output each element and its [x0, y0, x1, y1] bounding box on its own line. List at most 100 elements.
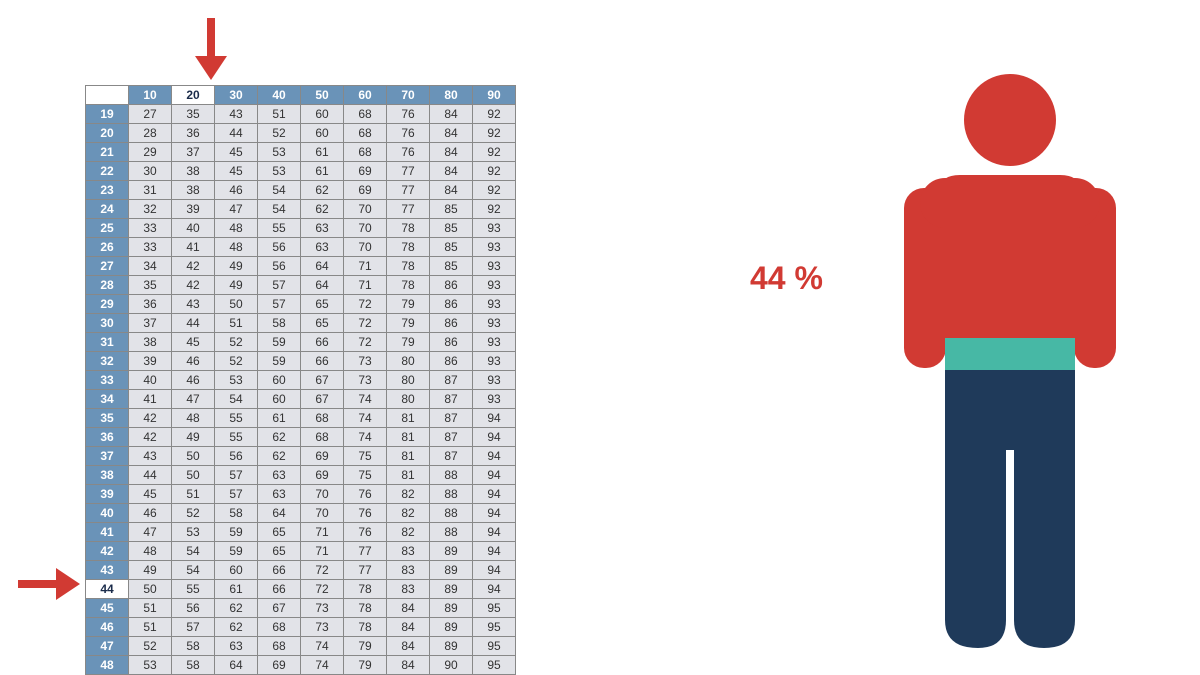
table-cell: 32: [129, 200, 172, 219]
table-cell: 77: [344, 542, 387, 561]
table-cell: 63: [258, 466, 301, 485]
table-cell: 72: [344, 295, 387, 314]
table-cell: 52: [129, 637, 172, 656]
table-cell: 78: [387, 238, 430, 257]
table-cell: 59: [215, 523, 258, 542]
table-cell: 70: [301, 504, 344, 523]
table-cell: 70: [301, 485, 344, 504]
table-cell: 67: [301, 371, 344, 390]
table-cell: 65: [258, 523, 301, 542]
table-cell: 38: [172, 181, 215, 200]
row-header: 35: [86, 409, 129, 428]
table-cell: 51: [215, 314, 258, 333]
row-header: 34: [86, 390, 129, 409]
table-cell: 93: [473, 333, 516, 352]
table-cell: 76: [344, 504, 387, 523]
table-cell: 93: [473, 314, 516, 333]
row-header: 42: [86, 542, 129, 561]
table-cell: 43: [215, 105, 258, 124]
table-cell: 71: [301, 523, 344, 542]
table-cell: 27: [129, 105, 172, 124]
table-cell: 40: [172, 219, 215, 238]
table-cell: 83: [387, 561, 430, 580]
table-cell: 69: [344, 162, 387, 181]
table-cell: 46: [172, 371, 215, 390]
table-cell: 76: [387, 143, 430, 162]
table-cell: 70: [344, 200, 387, 219]
row-header: 20: [86, 124, 129, 143]
table-cell: 93: [473, 352, 516, 371]
arrow-right-icon: [18, 564, 80, 609]
row-header: 23: [86, 181, 129, 200]
table-cell: 49: [172, 428, 215, 447]
table-cell: 75: [344, 466, 387, 485]
table-cell: 84: [387, 656, 430, 675]
table-cell: 65: [301, 314, 344, 333]
table-cell: 53: [258, 143, 301, 162]
table-cell: 74: [301, 637, 344, 656]
table-cell: 94: [473, 542, 516, 561]
table-cell: 86: [430, 352, 473, 371]
table-cell: 92: [473, 143, 516, 162]
table-cell: 59: [215, 542, 258, 561]
table-cell: 53: [129, 656, 172, 675]
table-cell: 52: [215, 333, 258, 352]
table-cell: 68: [344, 105, 387, 124]
row-header: 44: [86, 580, 129, 599]
table-cell: 76: [387, 124, 430, 143]
table-cell: 30: [129, 162, 172, 181]
table-cell: 48: [215, 219, 258, 238]
table-cell: 52: [258, 124, 301, 143]
table-cell: 80: [387, 390, 430, 409]
table-cell: 84: [387, 618, 430, 637]
table-cell: 50: [172, 447, 215, 466]
table-cell: 79: [387, 295, 430, 314]
table-cell: 63: [215, 637, 258, 656]
table-cell: 94: [473, 485, 516, 504]
table-cell: 82: [387, 523, 430, 542]
row-header: 21: [86, 143, 129, 162]
table-cell: 81: [387, 466, 430, 485]
table-cell: 81: [387, 428, 430, 447]
table-cell: 36: [172, 124, 215, 143]
table-cell: 51: [258, 105, 301, 124]
table-cell: 49: [129, 561, 172, 580]
table-cell: 78: [387, 219, 430, 238]
table-cell: 74: [344, 409, 387, 428]
table-cell: 55: [258, 219, 301, 238]
table-cell: 38: [172, 162, 215, 181]
table-cell: 60: [258, 371, 301, 390]
table-cell: 46: [172, 352, 215, 371]
table-cell: 92: [473, 105, 516, 124]
table-cell: 29: [129, 143, 172, 162]
row-header: 22: [86, 162, 129, 181]
table-cell: 58: [258, 314, 301, 333]
table-cell: 62: [301, 200, 344, 219]
table-cell: 28: [129, 124, 172, 143]
table-cell: 55: [215, 409, 258, 428]
table-cell: 66: [301, 333, 344, 352]
table-cell: 62: [258, 447, 301, 466]
table-cell: 70: [344, 219, 387, 238]
table-cell: 78: [344, 618, 387, 637]
table-cell: 59: [258, 333, 301, 352]
table-cell: 41: [172, 238, 215, 257]
table-cell: 68: [258, 618, 301, 637]
person-icon: [870, 60, 1150, 665]
row-header: 25: [86, 219, 129, 238]
table-cell: 44: [215, 124, 258, 143]
table-cell: 56: [258, 238, 301, 257]
table-cell: 59: [258, 352, 301, 371]
table-cell: 89: [430, 561, 473, 580]
table-cell: 57: [172, 618, 215, 637]
table-cell: 46: [215, 181, 258, 200]
table-cell: 68: [301, 428, 344, 447]
table-cell: 61: [301, 143, 344, 162]
table-cell: 88: [430, 466, 473, 485]
table-cell: 72: [301, 580, 344, 599]
table-cell: 43: [172, 295, 215, 314]
table-cell: 89: [430, 542, 473, 561]
table-cell: 69: [301, 447, 344, 466]
table-cell: 69: [258, 656, 301, 675]
row-header: 19: [86, 105, 129, 124]
